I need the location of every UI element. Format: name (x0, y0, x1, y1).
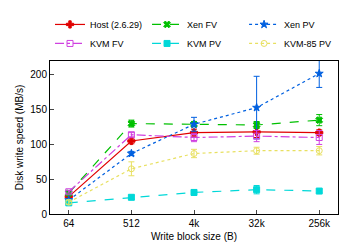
svg-text:Disk write speed (MB/s): Disk write speed (MB/s) (14, 85, 25, 191)
svg-text:32k: 32k (249, 218, 266, 229)
svg-text:Xen FV: Xen FV (187, 20, 217, 30)
svg-text:150: 150 (30, 104, 47, 115)
svg-text:0: 0 (41, 209, 47, 220)
svg-text:KVM-85 PV: KVM-85 PV (284, 39, 331, 49)
svg-text:50: 50 (36, 174, 48, 185)
svg-text:64: 64 (63, 218, 75, 229)
svg-text:100: 100 (30, 139, 47, 150)
svg-text:200: 200 (30, 69, 47, 80)
svg-text:256k: 256k (308, 218, 331, 229)
svg-text:Xen PV: Xen PV (284, 20, 315, 30)
svg-text:512: 512 (123, 218, 140, 229)
svg-text:KVM PV: KVM PV (187, 39, 221, 49)
svg-text:KVM FV: KVM FV (90, 39, 124, 49)
svg-text:Write block size (B): Write block size (B) (151, 231, 237, 242)
svg-text:Host (2.6.29): Host (2.6.29) (90, 20, 142, 30)
svg-text:4k: 4k (189, 218, 201, 229)
